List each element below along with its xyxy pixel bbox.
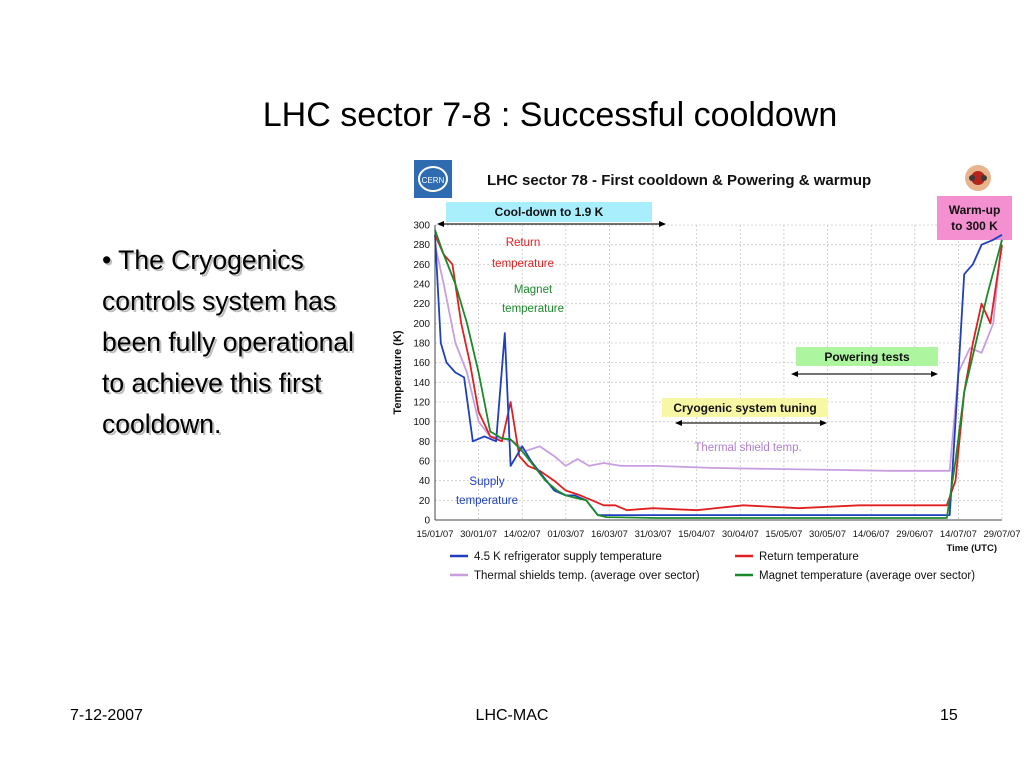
cooldown-label: Cool-down to 1.9 K <box>495 205 604 219</box>
series-line <box>434 234 1003 517</box>
cooldown-arrow-head-left <box>437 221 444 227</box>
footer-title: LHC-MAC <box>475 707 549 724</box>
x-tick-label: 14/02/07 <box>504 529 541 540</box>
collision-event-icon <box>965 165 991 191</box>
y-tick-label: 280 <box>413 240 430 251</box>
y-tick-label: 300 <box>413 221 430 232</box>
y-tick-label: 60 <box>419 457 431 468</box>
x-tick-label: 30/05/07 <box>809 529 846 540</box>
y-tick-label: 0 <box>424 516 430 527</box>
return-label-line2: temperature <box>492 258 554 270</box>
x-tick-label: 01/03/07 <box>547 529 584 540</box>
x-tick-label: 14/06/07 <box>853 529 890 540</box>
y-tick-label: 140 <box>413 378 430 389</box>
powering-arrow-head-left <box>791 371 798 377</box>
tuning-label: Cryogenic system tuning <box>673 401 816 415</box>
magnet-label-line2: temperature <box>502 303 564 315</box>
x-tick-label: 30/04/07 <box>722 529 759 540</box>
y-tick-label: 240 <box>413 280 430 291</box>
tuning-arrow-head-left <box>675 420 682 426</box>
shield-label: Thermal shield temp. <box>694 442 801 454</box>
footer-date: 7-12-2007 <box>70 707 143 724</box>
series-line <box>434 229 1003 519</box>
y-tick-label: 100 <box>413 417 430 428</box>
warmup-label-line2: to 300 K <box>951 219 998 233</box>
temperature-chart: CERN LHC sector 78 - First cooldown & Po… <box>392 160 1020 582</box>
axes: 0 20 40 60 80 100 120 140 160 180 200 220 240 260 280 3… <box>392 221 1020 555</box>
legend-label: 4.5 K refrigerator supply temperature <box>474 551 662 563</box>
series-line <box>434 234 1003 472</box>
powering-arrow-head-right <box>931 371 938 377</box>
legend-label: Thermal shields temp. (average over sect… <box>474 570 700 582</box>
warmup-box <box>937 196 1012 240</box>
annotations: Cool-down to 1.9 K Warm-up to 300 K Powerin… <box>437 203 1000 507</box>
y-tick-label: 80 <box>419 437 431 448</box>
y-tick-label: 180 <box>413 339 430 350</box>
warmup-label-line1: Warm-up <box>949 203 1001 217</box>
legend-label: Return temperature <box>759 551 859 563</box>
page-number: 15 <box>940 707 958 724</box>
tuning-arrow-head-right <box>820 420 827 426</box>
legend-label: Magnet temperature (average over sector) <box>759 570 975 582</box>
x-tick-label: 15/04/07 <box>678 529 715 540</box>
cooldown-box <box>446 202 652 222</box>
y-axis-label: Temperature (K) <box>392 330 404 414</box>
x-tick-label: 14/07/07 <box>940 529 977 540</box>
x-tick-label: 31/03/07 <box>635 529 672 540</box>
series-lines <box>434 229 1003 519</box>
y-tick-label: 220 <box>413 299 430 310</box>
y-tick-label: 40 <box>419 476 431 487</box>
x-tick-label: 15/01/07 <box>417 529 454 540</box>
supply-label-line1: Supply <box>469 476 504 488</box>
cooldown-arrow-head-right <box>659 221 666 227</box>
x-tick-label: 29/07/07 <box>984 529 1020 540</box>
y-tick-label: 20 <box>419 496 431 507</box>
bullet-text: • The Cryogenics controls system has bee… <box>102 245 354 439</box>
y-tick-label: 160 <box>413 358 430 369</box>
x-tick-label: 15/05/07 <box>765 529 802 540</box>
return-label-line1: Return <box>506 237 541 249</box>
tuning-box <box>662 398 828 417</box>
series-line <box>434 234 1003 512</box>
x-tick-label: 30/01/07 <box>460 529 497 540</box>
x-tick-label: 16/03/07 <box>591 529 628 540</box>
supply-label-line2: temperature <box>456 495 518 507</box>
cern-logo: CERN <box>414 160 452 198</box>
y-tick-label: 120 <box>413 398 430 409</box>
magnet-label-line1: Magnet <box>514 284 553 296</box>
x-tick-label: 29/06/07 <box>896 529 933 540</box>
y-tick-label: 200 <box>413 319 430 330</box>
powering-box <box>796 347 938 366</box>
slide-title: LHC sector 7-8 : Successful cooldown <box>262 96 838 134</box>
powering-label: Powering tests <box>824 350 910 364</box>
x-axis-label: Time (UTC) <box>947 543 998 554</box>
cern-logo-text: CERN <box>422 176 445 185</box>
y-tick-label: 260 <box>413 260 430 271</box>
chart-title: LHC sector 78 - First cooldown & Powerin… <box>487 172 871 189</box>
legend: 4.5 K refrigerator supply temperature Ret… <box>450 551 975 582</box>
annotation-boxes <box>446 196 1012 417</box>
